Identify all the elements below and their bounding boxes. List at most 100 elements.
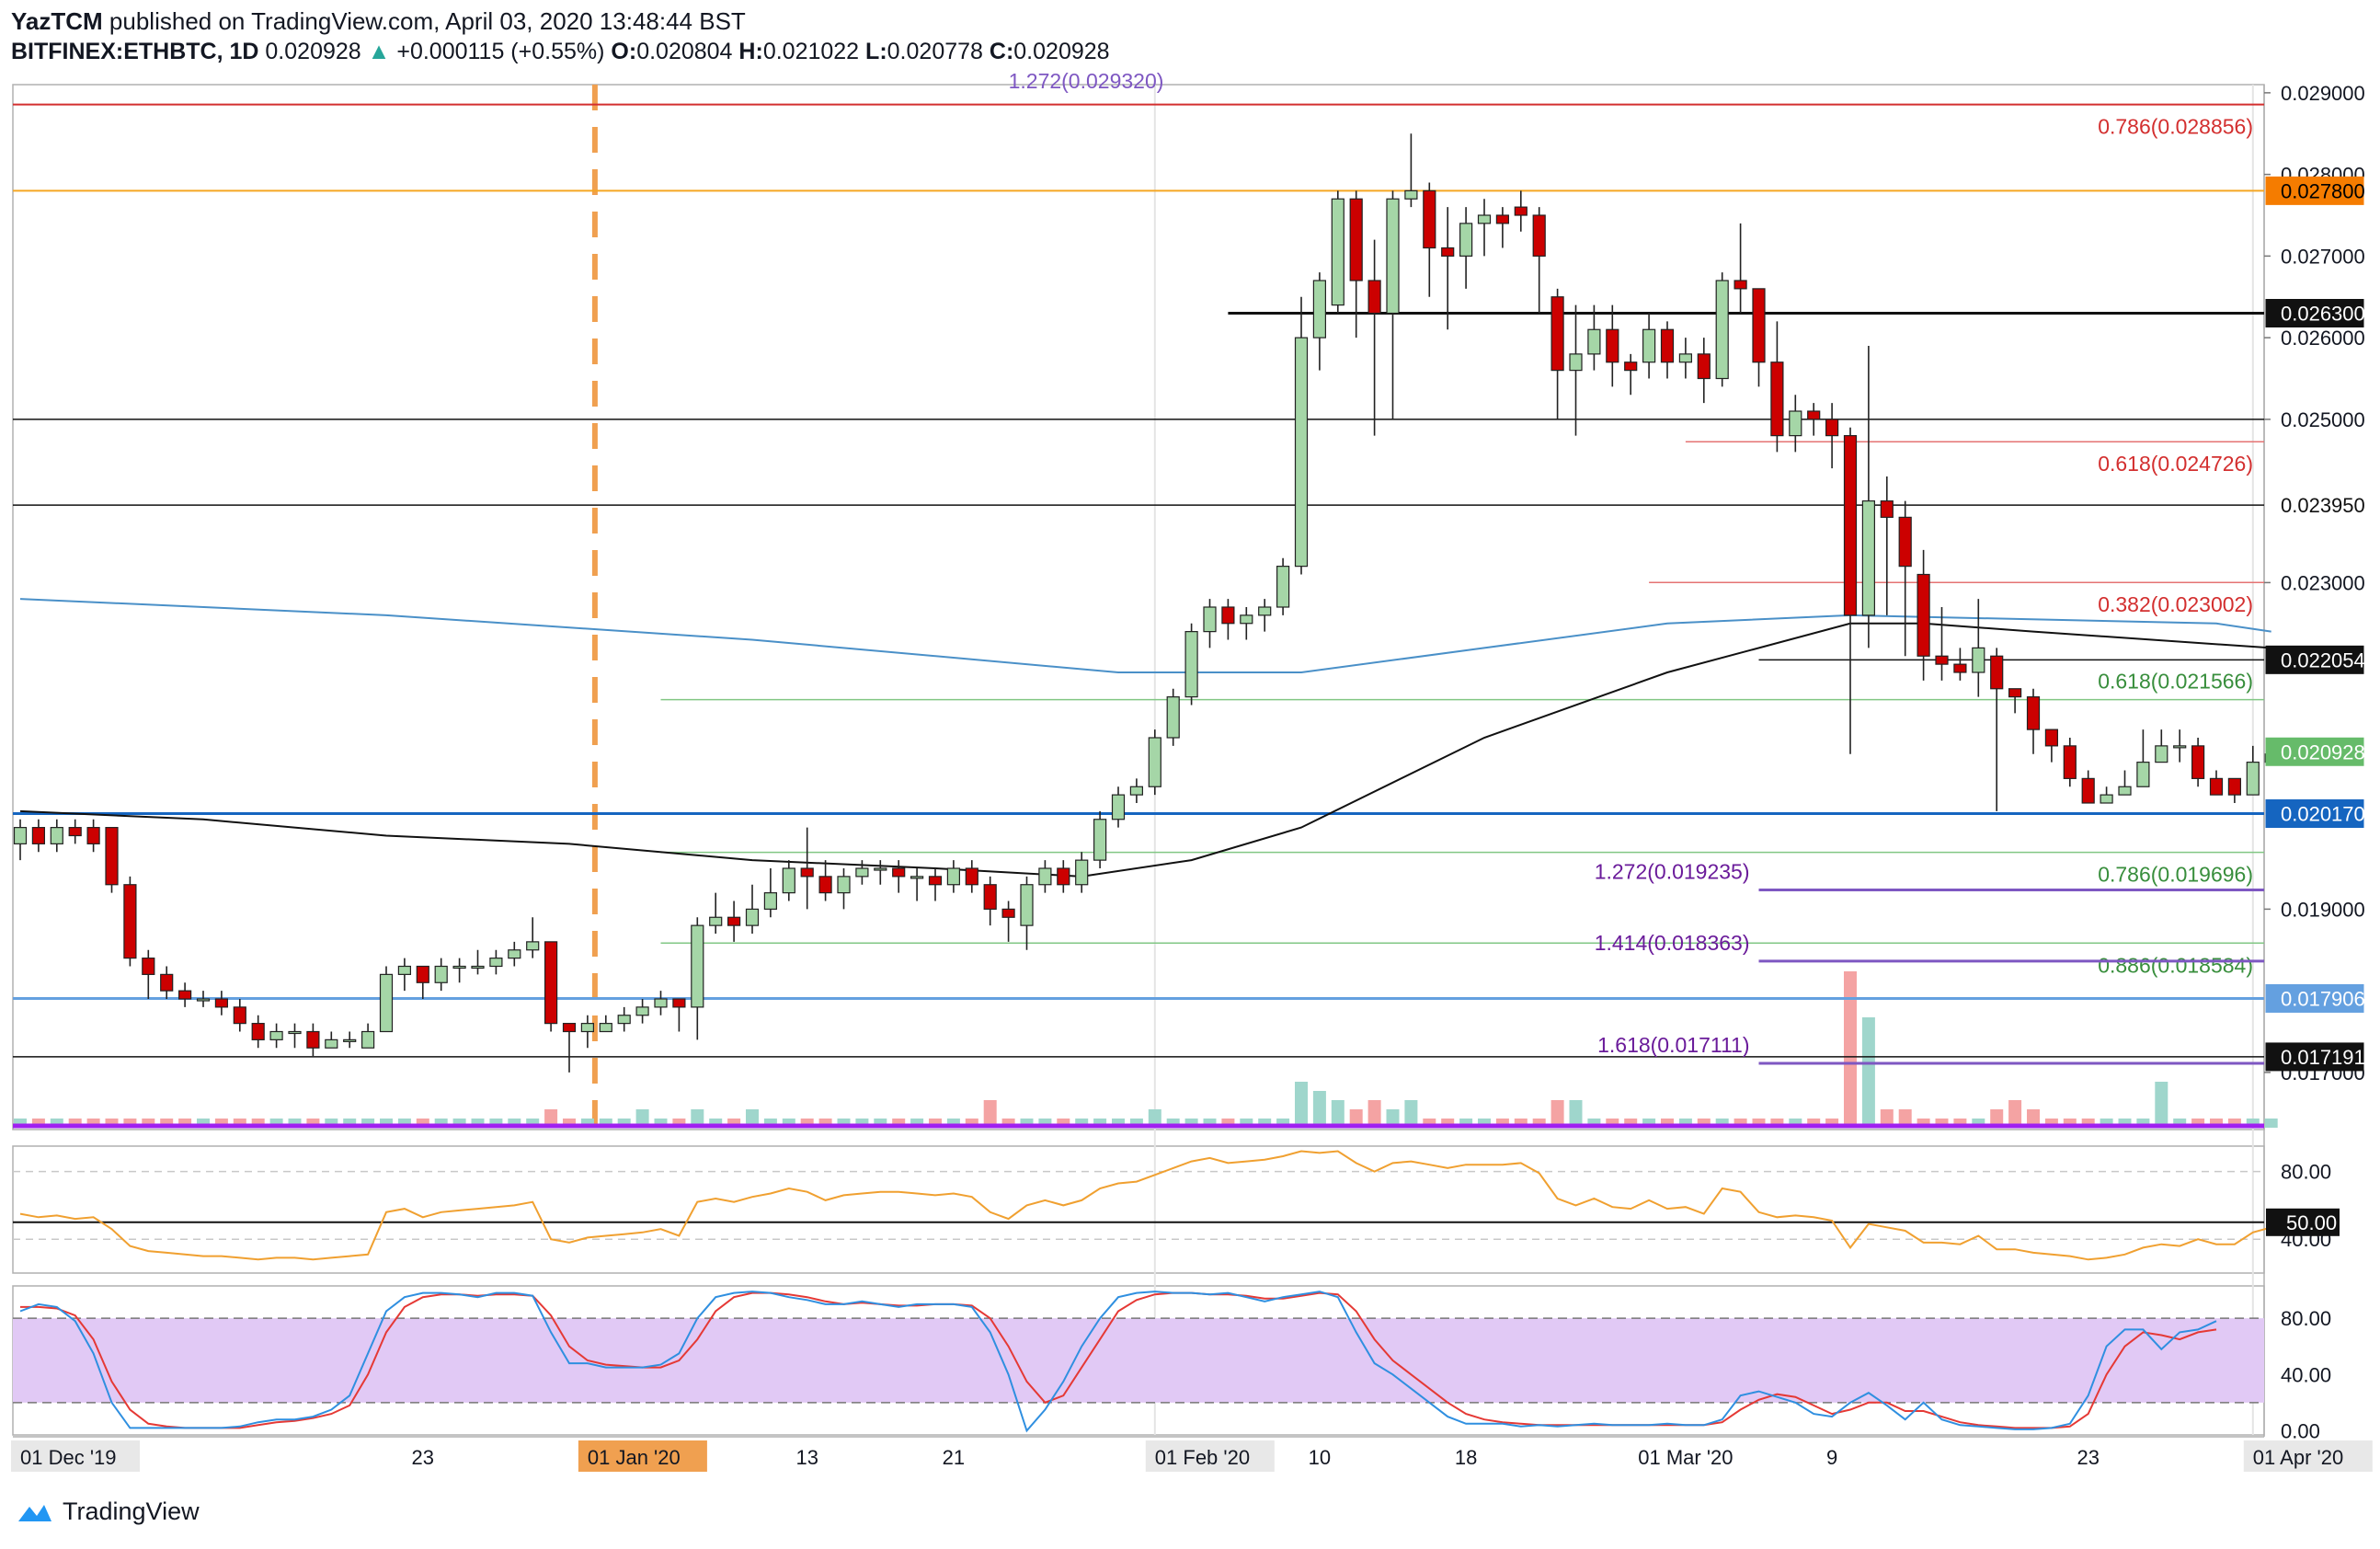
tradingview-brand[interactable]: TradingView (17, 1497, 200, 1526)
volume-bar (2155, 1082, 2168, 1128)
volume-bar (1898, 1109, 1912, 1128)
price-tag (2265, 1042, 2364, 1072)
candle-body (1678, 353, 1693, 363)
price-change: +0.000115 (+0.55%) (396, 39, 605, 64)
x-tick-label: 01 Apr '20 (2253, 1446, 2343, 1469)
candle-body (2063, 745, 2077, 779)
y-tick-label: 0.029000 (2281, 82, 2365, 105)
volume-bar (508, 1119, 521, 1128)
stoch-k-line (19, 1291, 2217, 1433)
fib-level-label: 0.618(0.021566) (2098, 670, 2253, 694)
volume-bar (563, 1119, 576, 1128)
candle-body (86, 827, 100, 844)
candle-body (1129, 786, 1144, 796)
candle-body (233, 1006, 246, 1025)
candle-body (1203, 606, 1217, 633)
volume-bar (105, 1119, 119, 1128)
volume-bar (1057, 1119, 1070, 1128)
candle-body (800, 867, 814, 878)
volume-bar (1734, 1119, 1747, 1128)
candle-body (471, 965, 485, 970)
candle-body (379, 973, 394, 1033)
y-tick-label: 0.025000 (2281, 408, 2365, 431)
publish-info: YazTCM published on TradingView.com, Apr… (11, 7, 746, 36)
volume-bar (1990, 1109, 2004, 1128)
volume-bar (2027, 1109, 2040, 1128)
candle-body (1404, 189, 1418, 200)
volume-bar (782, 1119, 795, 1128)
volume-bar (1642, 1119, 1656, 1128)
volume-bar (1606, 1119, 1619, 1128)
candle-body (416, 965, 429, 983)
candle-body (1935, 655, 1949, 665)
candle-body (617, 1015, 631, 1025)
volume-bar (251, 1119, 265, 1128)
volume-bar (1148, 1109, 1161, 1128)
volume-bar (2008, 1100, 2022, 1128)
volume-bar (1276, 1119, 1290, 1128)
candle-body (2100, 794, 2113, 804)
volume-bar (1861, 1017, 1875, 1128)
candle-body (1441, 247, 1455, 257)
fib-level-label: 0.786(0.019696) (2098, 863, 2253, 887)
x-tick-label: 23 (2077, 1446, 2099, 1469)
price-tag (2265, 299, 2364, 327)
volume-bar (1367, 1100, 1381, 1128)
volume-bar (1349, 1109, 1363, 1128)
candle-body (361, 1030, 375, 1049)
price-tag-label: 0.022054 (2281, 648, 2365, 671)
candle-body (1423, 189, 1436, 249)
y-tick-label: 0.026000 (2281, 327, 2365, 350)
x-tick-label: 10 (1309, 1446, 1331, 1469)
candle-body (1001, 908, 1015, 918)
high-label: H: (738, 39, 763, 64)
tradingview-logo-icon (18, 1504, 51, 1521)
x-tick-label: 23 (412, 1446, 434, 1469)
x-tick-label: 01 Feb '20 (1155, 1446, 1250, 1469)
candle-body (1880, 500, 1894, 518)
rsi-pane (12, 1145, 2265, 1274)
last-price: 0.020928 (265, 39, 361, 64)
x-tick-box (2243, 1440, 2373, 1472)
fib-extension-label: 1.272(0.029320) (1009, 69, 1164, 93)
volume-bar (2136, 1119, 2150, 1128)
candle-body (1477, 214, 1492, 224)
volume-bar (1184, 1119, 1198, 1128)
low-value: 0.020778 (887, 39, 983, 64)
volume-bar (434, 1119, 448, 1128)
volume-bar (1514, 1119, 1528, 1128)
volume-bar (1020, 1119, 1034, 1128)
close-label: C: (989, 39, 1014, 64)
volume-bar (1203, 1119, 1217, 1128)
volume-bar (1880, 1109, 1894, 1128)
candle-body (1953, 663, 1967, 673)
candle-body (1221, 606, 1235, 625)
candle-body (2209, 777, 2224, 796)
ma200-line (19, 598, 2271, 673)
candle-body (343, 1038, 357, 1042)
candle-body (251, 1023, 265, 1040)
volume-bar (965, 1119, 978, 1128)
candle-body (1093, 819, 1107, 861)
volume-bar (397, 1119, 411, 1128)
volume-bar (2118, 1119, 2132, 1128)
volume-bar (1697, 1119, 1711, 1128)
volume-bar (2173, 1119, 2187, 1128)
volume-bar (178, 1119, 192, 1128)
candle-body (910, 876, 924, 879)
stoch-tick-label: 80.00 (2281, 1307, 2331, 1330)
volume-bar (672, 1119, 686, 1128)
candle-body (1660, 328, 1675, 363)
low-label: L: (865, 39, 887, 64)
volume-bar (2063, 1119, 2077, 1128)
volume-bar (910, 1119, 924, 1128)
candle-body (1459, 223, 1473, 257)
volume-bar (2246, 1119, 2260, 1128)
candle-body (1020, 884, 1034, 926)
candle-body (544, 941, 558, 1025)
volume-bar (1295, 1082, 1308, 1128)
candle-body (1258, 606, 1272, 616)
volume-bar (1258, 1119, 1272, 1128)
candle-body (1331, 198, 1344, 306)
